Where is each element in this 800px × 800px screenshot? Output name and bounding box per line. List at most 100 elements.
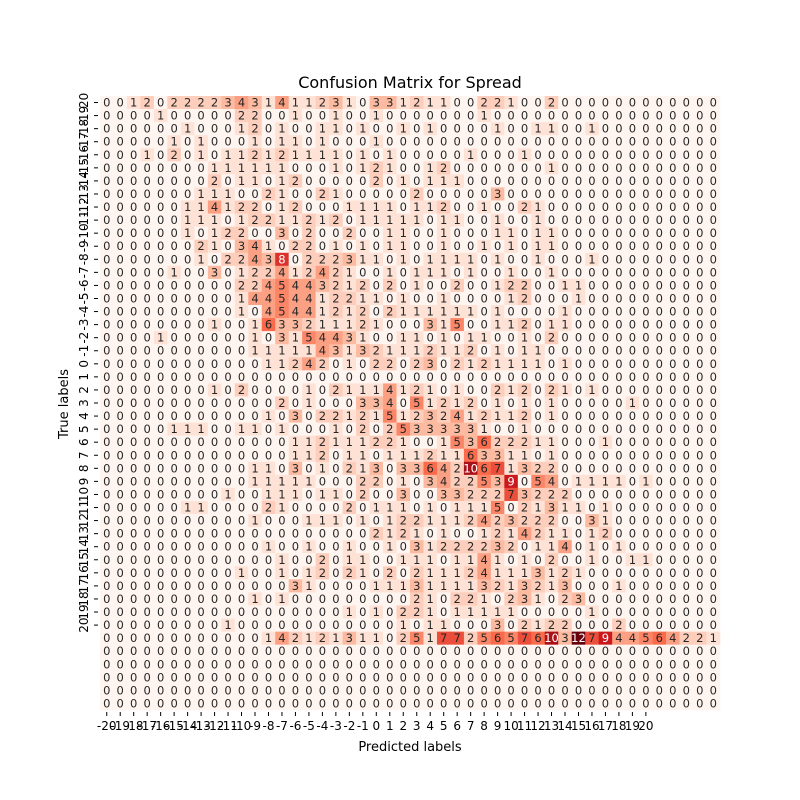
cell-value-label: 0 — [656, 461, 663, 475]
cell-value-label: 1 — [440, 448, 447, 462]
cell-value-label: 0 — [359, 226, 366, 240]
cell-value-label: 0 — [157, 226, 164, 240]
cell-value-label: 0 — [265, 579, 272, 593]
cell-value-label: 2 — [346, 566, 353, 580]
cell-value-label: 1 — [265, 540, 272, 554]
cell-value-label: 0 — [224, 540, 231, 554]
cell-value-label: 2 — [319, 357, 326, 371]
heatmap-cell — [531, 109, 546, 123]
cell-value-label: 0 — [629, 213, 636, 227]
cell-value-label: 0 — [642, 670, 649, 684]
cell-value-label: 0 — [157, 631, 164, 645]
cell-value-label: 0 — [615, 331, 622, 345]
cell-value-label: 1 — [400, 305, 407, 319]
cell-value-label: 7 — [494, 461, 501, 475]
cell-value-label: 1 — [507, 226, 514, 240]
cell-value-label: 0 — [656, 670, 663, 684]
cell-value-label: 0 — [710, 383, 717, 397]
cell-value-label: 0 — [157, 579, 164, 593]
cell-value-label: 1 — [305, 96, 312, 110]
cell-value-label: 0 — [588, 461, 595, 475]
cell-value-label: 0 — [427, 135, 434, 149]
cell-value-label: 0 — [197, 344, 204, 358]
cell-value-label: 1 — [534, 357, 541, 371]
cell-value-label: 1 — [238, 422, 245, 436]
cell-value-label: 0 — [629, 592, 636, 606]
heatmap-cell — [342, 161, 357, 175]
cell-value-label: 4 — [278, 265, 285, 279]
cell-value-label: 0 — [184, 566, 191, 580]
cell-value-label: 2 — [238, 109, 245, 123]
cell-value-label: 0 — [413, 109, 420, 123]
cell-value-label: 0 — [359, 96, 366, 110]
cell-value-label: 0 — [615, 657, 622, 671]
cell-value-label: 1 — [413, 213, 420, 227]
cell-value-label: 2 — [696, 631, 703, 645]
cell-value-label: 0 — [332, 592, 339, 606]
heatmap-cell — [126, 96, 141, 110]
cell-value-label: 1 — [440, 226, 447, 240]
cell-value-label: 0 — [224, 461, 231, 475]
cell-value-label: 0 — [346, 122, 353, 136]
cell-value-label: 2 — [292, 631, 299, 645]
cell-value-label: 2 — [521, 291, 528, 305]
cell-value-label: 0 — [521, 239, 528, 253]
cell-value-label: 0 — [197, 396, 204, 410]
y-tick-label: 17 — [77, 578, 91, 593]
heatmap-cell — [288, 122, 303, 136]
cell-value-label: 2 — [454, 540, 461, 554]
cell-value-label: 1 — [359, 553, 366, 567]
cell-value-label: 3 — [494, 448, 501, 462]
cell-value-label: 0 — [480, 318, 487, 332]
cell-value-label: 0 — [130, 514, 137, 528]
cell-value-label: 0 — [319, 383, 326, 397]
cell-value-label: 0 — [144, 122, 151, 136]
cell-value-label: 0 — [575, 657, 582, 671]
cell-value-label: 1 — [548, 318, 555, 332]
cell-value-label: 0 — [710, 305, 717, 319]
cell-value-label: 0 — [130, 592, 137, 606]
cell-value-label: 0 — [305, 187, 312, 201]
cell-value-label: 0 — [332, 200, 339, 214]
cell-value-label: 1 — [373, 200, 380, 214]
cell-value-label: 0 — [629, 252, 636, 266]
x-tick-label: -3 — [330, 719, 342, 733]
cell-value-label: 1 — [265, 161, 272, 175]
cell-value-label: 0 — [642, 122, 649, 136]
cell-value-label: 0 — [696, 670, 703, 684]
cell-value-label: 0 — [224, 592, 231, 606]
cell-value-label: 0 — [602, 305, 609, 319]
cell-value-label: 0 — [157, 383, 164, 397]
cell-value-label: 0 — [211, 566, 218, 580]
cell-value-label: 2 — [251, 278, 258, 292]
cell-value-label: 0 — [265, 435, 272, 449]
cell-value-label: 0 — [669, 474, 676, 488]
cell-value-label: 1 — [602, 514, 609, 528]
cell-value-label: 0 — [561, 331, 568, 345]
cell-value-label: 1 — [332, 514, 339, 528]
cell-value-label: 0 — [480, 291, 487, 305]
cell-value-label: 0 — [629, 527, 636, 541]
cell-value-label: 0 — [144, 435, 151, 449]
cell-value-label: 0 — [117, 448, 124, 462]
cell-value-label: 0 — [696, 318, 703, 332]
cell-value-label: 2 — [278, 396, 285, 410]
cell-value-label: 1 — [238, 291, 245, 305]
cell-value-label: 0 — [480, 305, 487, 319]
heatmap-cell — [693, 148, 707, 162]
cell-value-label: 4 — [265, 291, 272, 305]
cell-value-label: 0 — [130, 383, 137, 397]
cell-value-label: 0 — [144, 461, 151, 475]
cell-value-label: 0 — [629, 383, 636, 397]
cell-value-label: 0 — [292, 540, 299, 554]
cell-value-label: 0 — [588, 501, 595, 515]
cell-value-label: 0 — [197, 383, 204, 397]
cell-value-label: 0 — [197, 461, 204, 475]
cell-value-label: 0 — [615, 683, 622, 697]
cell-value-label: 0 — [103, 409, 110, 423]
y-tick-label: -7 — [77, 266, 91, 278]
cell-value-label: 0 — [521, 670, 528, 684]
y-tick-label: 13 — [77, 526, 91, 541]
cell-value-label: 0 — [588, 357, 595, 371]
cell-value-label: 2 — [494, 435, 501, 449]
